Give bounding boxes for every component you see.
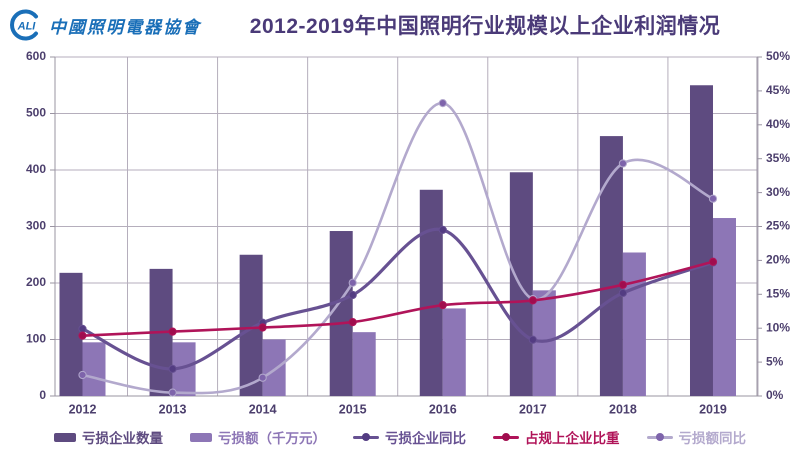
logo-org-name: 中國照明電器協會: [49, 17, 201, 37]
right-axis-tick-label: 25%: [766, 219, 790, 233]
legend-label: 亏损企业数量: [82, 431, 163, 446]
logo-emblem-letters: ALI: [17, 21, 37, 33]
right-axis-tick-label: 35%: [766, 151, 790, 165]
left-axis-tick-label: 500: [26, 106, 46, 120]
legend-item-4: 占规上企业比重: [493, 427, 620, 447]
marker-亏损企业同比: [438, 225, 447, 234]
x-axis-label: 2014: [249, 402, 277, 416]
bar-亏损额（千万元）: [712, 218, 736, 396]
marker-占规上企业比重: [168, 327, 177, 336]
x-axis-label: 2019: [699, 402, 727, 416]
left-axis-tick-label: 0: [39, 388, 46, 402]
line-亏损额同比: [81, 101, 715, 395]
right-axis-tick-label: 20%: [766, 253, 790, 267]
line-亏损企业同比: [80, 227, 715, 371]
bar-亏损企业数量: [599, 136, 623, 396]
page-title: 2012-2019年中国照明行业规模以上企业利润情况: [249, 15, 721, 38]
legend-bar-swatch-icon: [190, 432, 212, 442]
marker-亏损额同比: [438, 99, 447, 108]
left-axis-tick-label: 300: [26, 219, 46, 233]
x-axis-label: 2013: [159, 402, 187, 416]
bar-亏损额（千万元）: [82, 342, 106, 396]
bar-亏损额（千万元）: [262, 339, 286, 396]
marker-占规上企业比重: [258, 323, 267, 332]
left-axis-tick-label: 200: [26, 275, 46, 289]
marker-占规上企业比重: [438, 301, 447, 310]
right-axis-tick-label: 50%: [766, 49, 790, 63]
marker-亏损额同比: [258, 373, 267, 382]
legend-label: 亏损额（千万元）: [218, 431, 326, 446]
legend-label: 占规上企业比重: [525, 431, 620, 446]
left-axis-tick-label: 400: [26, 162, 46, 176]
legend-line-swatch-icon: [646, 433, 673, 441]
marker-占规上企业比重: [348, 317, 357, 327]
legend-line-swatch-icon: [353, 433, 379, 441]
legend-label: 亏损企业同比: [385, 431, 466, 446]
right-axis-tick-label: 30%: [766, 185, 790, 199]
marker-亏损企业同比: [168, 364, 177, 373]
right-axis-tick-label: 0%: [766, 388, 784, 402]
bar-亏损额（千万元）: [532, 290, 556, 396]
legend-line-swatch-icon: [493, 433, 519, 441]
marker-亏损额同比: [78, 370, 87, 380]
left-axis-tick-label: 600: [26, 49, 46, 63]
right-axis-tick-label: 40%: [766, 117, 790, 131]
chart-legend: 亏损企业数量 亏损额（千万元） 亏损企业同比 占规上企业比重 亏损额同比: [0, 427, 800, 447]
right-axis-tick-label: 15%: [766, 286, 790, 300]
bar-亏损企业数量: [419, 189, 443, 396]
marker-占规上企业比重: [708, 257, 718, 266]
marker-亏损企业同比: [348, 290, 357, 300]
marker-亏损额同比: [348, 278, 357, 287]
marker-占规上企业比重: [528, 296, 537, 305]
cali-logo-icon: ALI: [10, 9, 38, 41]
bar-亏损企业数量: [329, 231, 353, 396]
legend-label: 亏损额同比: [678, 431, 747, 446]
legend-bar-swatch-icon: [54, 432, 76, 442]
line-占规上企业比重: [81, 260, 715, 337]
left-axis-tick-label: 100: [26, 332, 46, 346]
logo: ALI 中國照明電器協會: [8, 8, 201, 42]
x-axis-label: 2015: [339, 402, 367, 416]
bar-亏损额（千万元）: [622, 252, 646, 396]
bar-亏损额（千万元）: [352, 332, 376, 396]
legend-item-5: 亏损额同比: [646, 427, 747, 447]
right-axis-tick-label: 10%: [766, 320, 790, 334]
bar-亏损企业数量: [509, 172, 533, 396]
right-axis-tick-label: 45%: [766, 83, 790, 97]
bar-亏损额（千万元）: [172, 342, 196, 396]
legend-marker-dot-icon: [502, 433, 510, 441]
right-axis-tick-label: 5%: [766, 354, 784, 368]
marker-占规上企业比重: [78, 331, 87, 340]
legend-marker-dot-icon: [655, 433, 664, 441]
x-axis-label: 2012: [69, 402, 97, 416]
marker-亏损额同比: [708, 194, 718, 203]
bar-亏损企业数量: [239, 254, 263, 396]
x-axis-label: 2017: [519, 402, 547, 416]
legend-item-1: 亏损企业数量: [54, 427, 163, 447]
bar-亏损企业数量: [689, 85, 713, 396]
marker-亏损企业同比: [618, 288, 628, 298]
legend-item-3: 亏损企业同比: [353, 427, 466, 447]
x-axis-label: 2018: [609, 402, 637, 416]
marker-亏损额同比: [168, 388, 177, 397]
marker-亏损企业同比: [78, 324, 87, 333]
bar-亏损企业数量: [59, 272, 83, 396]
marker-亏损企业同比: [528, 335, 537, 344]
legend-item-2: 亏损额（千万元）: [190, 427, 326, 447]
header: ALI 中國照明電器協會 2012-2019年中国照明行业规模以上企业利润情况: [0, 0, 800, 50]
marker-亏损额同比: [618, 159, 628, 168]
bar-亏损额（千万元）: [442, 308, 466, 396]
legend-marker-dot-icon: [362, 433, 370, 441]
x-axis-label: 2016: [429, 402, 457, 416]
marker-占规上企业比重: [618, 280, 628, 289]
